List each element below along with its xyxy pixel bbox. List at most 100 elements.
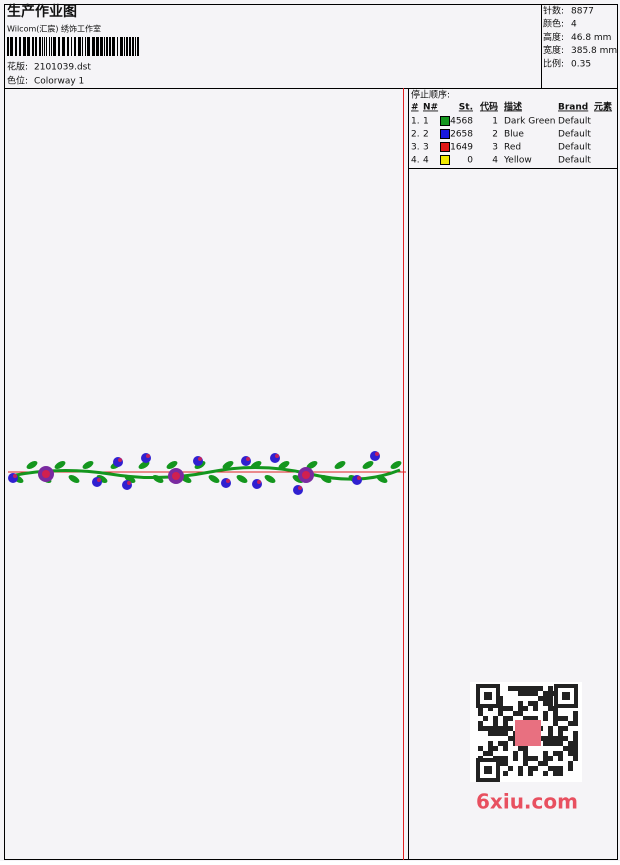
- bud-tip: [375, 452, 379, 456]
- qr-cell: [568, 766, 573, 771]
- color-swatch: [440, 155, 450, 165]
- qr-cell: [548, 696, 553, 701]
- code: 1: [492, 117, 498, 127]
- brand: Default: [558, 143, 591, 153]
- bar-stripe: [85, 37, 86, 56]
- description: Dark Green: [504, 117, 555, 127]
- colorway-name: Colorway 1: [34, 77, 84, 87]
- bar-stripe: [39, 37, 41, 56]
- bar-stripe: [15, 37, 17, 56]
- leaf: [334, 461, 346, 469]
- qr-cell: [568, 746, 573, 751]
- color-swatch: [440, 129, 450, 139]
- qr-cell: [548, 766, 553, 771]
- qr-cell: [523, 756, 528, 761]
- leaf: [264, 475, 276, 483]
- qr-cell: [548, 686, 553, 691]
- qr-cell: [478, 711, 483, 716]
- qr-cell: [498, 726, 503, 731]
- bar-stripe: [78, 37, 81, 56]
- qr-cell: [523, 761, 528, 766]
- bar-stripe: [135, 37, 136, 56]
- qr-cell: [548, 731, 553, 736]
- qr-cell: [538, 696, 543, 701]
- qr-cell: [573, 731, 578, 736]
- qr-cell: [503, 761, 508, 766]
- qr-cell: [493, 726, 498, 731]
- qr-cell: [498, 706, 503, 711]
- qr-cell: [553, 736, 558, 741]
- bud-tip: [257, 480, 261, 484]
- bud-tip: [13, 474, 17, 478]
- qr-cell: [563, 726, 568, 731]
- brand: Default: [558, 117, 591, 127]
- vine: [9, 465, 401, 481]
- needle: 1: [423, 117, 429, 127]
- qr-cell: [573, 751, 578, 756]
- bud: [8, 473, 18, 483]
- rose-center: [302, 471, 310, 479]
- bar-stripe: [7, 37, 9, 56]
- qr-cell: [553, 771, 558, 776]
- column-header: 描述: [504, 101, 522, 113]
- qr-cell: [518, 771, 523, 776]
- qr-cell: [548, 736, 553, 741]
- qr-finder-core: [484, 692, 492, 700]
- table-title: 停止顺序:: [411, 89, 450, 101]
- qr-cell: [523, 691, 528, 696]
- qr-cell: [573, 746, 578, 751]
- qr-cell: [503, 721, 508, 726]
- bar-stripe: [27, 37, 30, 56]
- bud-tip: [357, 476, 361, 480]
- qr-cell: [498, 696, 503, 701]
- qr-cell: [533, 701, 538, 706]
- qr-cell: [478, 726, 483, 731]
- bud: [370, 451, 380, 461]
- bar-stripe: [67, 37, 69, 56]
- qr-cell: [563, 736, 568, 741]
- qr-cell: [563, 716, 568, 721]
- leaf: [362, 461, 374, 469]
- qr-cell: [503, 756, 508, 761]
- qr-cell: [518, 701, 523, 706]
- bar-stripe: [23, 37, 26, 56]
- info-value: 4: [571, 20, 577, 30]
- bud: [221, 478, 231, 488]
- bar-stripe: [129, 37, 131, 56]
- qr-cell: [543, 711, 548, 716]
- bud: [352, 475, 362, 485]
- leaf: [376, 475, 388, 483]
- subtitle: Wilcom(汇宸) 绣饰工作室: [7, 24, 101, 34]
- bar-stripe: [126, 37, 128, 56]
- qr-finder-core: [562, 692, 570, 700]
- bud-tip: [226, 479, 230, 483]
- bar-stripe: [44, 37, 45, 56]
- bar-stripe: [112, 37, 115, 56]
- qr-cell: [543, 761, 548, 766]
- qr-cell: [558, 736, 563, 741]
- column-header: 元素: [594, 101, 612, 113]
- qr-cell: [518, 686, 523, 691]
- leaf: [222, 461, 234, 469]
- bud-tip: [146, 454, 150, 458]
- qr-cell: [543, 771, 548, 776]
- qr-cell: [553, 711, 558, 716]
- qr-cell: [523, 686, 528, 691]
- qr-cell: [518, 706, 523, 711]
- info-label: 比例:: [543, 57, 564, 69]
- qr-cell: [543, 756, 548, 761]
- qr-cell: [548, 726, 553, 731]
- qr-cell: [518, 711, 523, 716]
- qr-cell: [488, 746, 493, 751]
- bud-tip: [246, 457, 250, 461]
- leaf: [26, 461, 38, 469]
- bar-stripe: [87, 37, 90, 56]
- bar-stripe: [62, 37, 65, 56]
- bud-tip: [198, 457, 202, 461]
- qr-cell: [518, 691, 523, 696]
- qr-cell: [523, 751, 528, 756]
- bar-stripe: [137, 37, 139, 56]
- bar-stripe: [117, 37, 118, 56]
- qr-cell: [558, 731, 563, 736]
